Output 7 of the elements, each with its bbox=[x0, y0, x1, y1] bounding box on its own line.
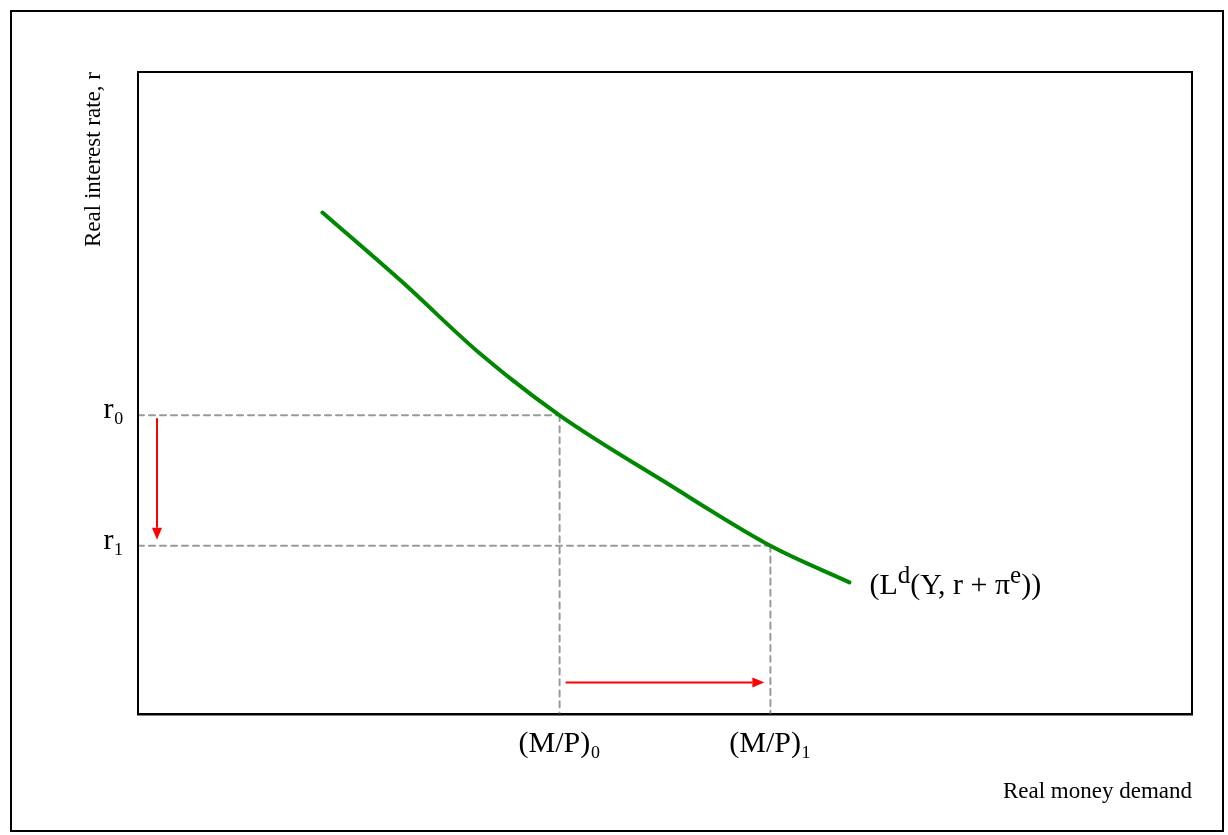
text: r₀ bbox=[103, 391, 124, 426]
text: r₁ bbox=[103, 521, 124, 556]
x-axis-title: Real money demand bbox=[1002, 778, 1193, 804]
x-tick-label: (M/P)₀ bbox=[518, 725, 601, 760]
x-tick-label: (M/P)₁ bbox=[729, 725, 812, 760]
y-axis-title: Real interest rate, r bbox=[80, 72, 106, 247]
annotation: (L$^{d}$(Y, r + π$^{e}$)) bbox=[869, 560, 1042, 602]
